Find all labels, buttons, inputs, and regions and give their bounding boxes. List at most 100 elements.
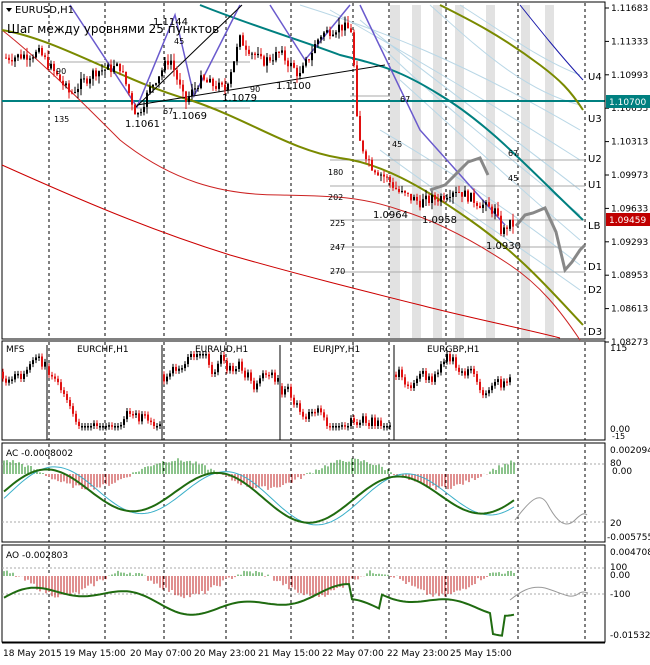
mfs-bar [102,426,104,428]
candle-body [503,227,505,234]
price-annotation: 1.0958 [422,215,457,226]
ao-histogram [3,570,515,599]
candle-body [107,64,109,70]
mfs-bar [75,413,77,422]
mfs-bar [350,418,352,426]
candle-body [143,106,145,113]
mfs-bar [2,371,4,379]
mfs-bar [437,372,439,375]
price-annotation: 1.0930 [486,241,521,252]
main-tick-label: 1.10993 [611,71,648,81]
mfs-bar [259,378,261,384]
main-tick-label: 1.08273 [611,338,648,348]
mfs-bar [443,361,445,365]
candle-body [320,36,322,40]
ac-main-line [3,468,515,524]
candle-body [512,219,514,227]
candle-body [293,62,295,68]
candle-body [371,159,373,171]
candle-body [23,54,25,59]
ac-axis-min: -0.005755 [607,533,650,543]
mfs-bar [473,368,475,375]
symbol-dropdown-icon[interactable] [6,8,12,12]
mfs-bar [166,376,168,382]
candle-body [182,84,184,92]
mfs-panel: MFS EURCHF,H1 EURAUD,H1 EURJPY,H1 EURGBP… [1,340,630,441]
mfs-bar [190,354,192,357]
mfs-bar [84,426,86,428]
candle-body [179,79,181,85]
candle-body [308,59,310,61]
mfs-bar [150,420,152,423]
candle-body [173,60,175,71]
main-tick-label: 1.09633 [611,204,648,214]
mfs-bar [172,366,174,374]
candle-body [266,57,268,66]
candle-body [125,71,127,85]
mfs-bar [377,420,379,426]
mfs-bar [488,390,490,394]
candle-body [230,72,232,84]
mfs-bar [362,416,364,423]
candle-body [20,54,22,59]
mfs-bar [38,356,40,358]
mfs-bar [404,377,406,385]
mfs-bar [54,376,56,379]
mfs-bar [491,385,493,391]
mfs-bar [407,384,409,387]
mfs-pair-2: EURAUD,H1 [195,345,248,355]
mfs-bar [509,377,511,383]
ao-main-line [3,583,515,637]
candle-body [113,66,115,73]
mfs-bar [120,424,122,427]
candle-body [95,70,97,77]
level-label: LB [588,221,601,232]
mfs-bar [422,370,424,374]
candle-body [248,49,250,54]
candle-body [86,78,88,84]
fib-label: 90 [250,85,260,94]
candle-body [11,60,13,62]
mfs-bar [338,426,340,428]
mfs-bar [235,369,237,372]
level-label: U1 [588,180,602,191]
candle-body [425,195,427,200]
candle-body [212,78,214,87]
candle-body [29,58,31,60]
level-label: D3 [588,327,602,338]
mfs-bar [126,411,128,420]
mfs-bar [416,378,418,384]
mfs-bar [111,425,113,427]
mfs-bar [5,378,7,383]
candle-body [470,192,472,202]
mfs-bar [265,373,267,375]
candle-body [26,54,28,60]
mfs-bar [223,355,225,361]
mfs-bar [284,389,286,395]
mfs-bar [332,426,334,428]
mfs-bar [8,379,10,383]
mfs-bar [81,426,83,428]
candle-body [65,83,67,86]
mfs-bar [48,366,50,375]
candle-body [383,174,385,177]
mfs-bar [156,426,158,428]
candle-body [236,46,238,62]
mfs-bar [268,374,270,377]
candle-body [101,70,103,72]
mfs-bar [413,383,415,389]
candle-body [83,78,85,80]
candle-body [458,191,460,193]
candle-body [491,206,493,214]
mfs-bar [329,425,331,428]
candle-body [386,176,388,178]
candle-body [206,79,208,83]
level-label: D2 [588,285,602,296]
mfs-bar [26,369,28,374]
mfs-bar [461,371,463,373]
mfs-bar [256,383,258,390]
mfs-bar [208,354,210,365]
mfs-bar [90,426,92,428]
mfs-bar [262,373,264,379]
